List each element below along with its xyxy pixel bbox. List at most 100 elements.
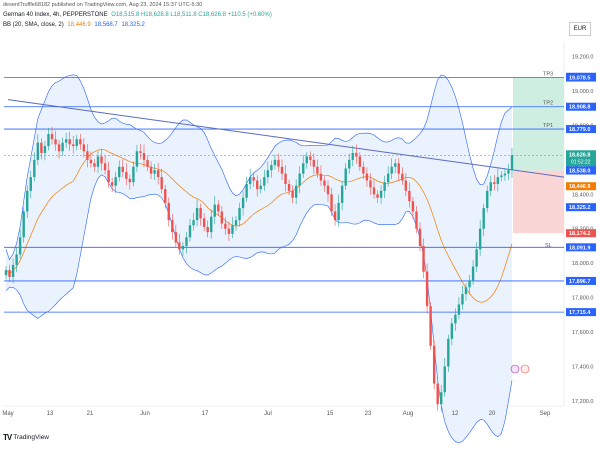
price-tag-label: 18,174.2	[569, 231, 590, 237]
candle-body	[224, 223, 227, 229]
candle-body	[33, 159, 36, 178]
currency-button[interactable]: EUR	[569, 22, 591, 36]
candle-body	[397, 163, 400, 174]
candle-body	[68, 139, 71, 145]
candle-body	[344, 168, 347, 186]
candle-body	[440, 392, 443, 405]
candle-body	[401, 173, 404, 181]
price-tag	[566, 203, 596, 212]
price-tag	[566, 308, 596, 317]
bb-basis-value: 18,446.9	[67, 22, 91, 28]
candle-body	[110, 182, 114, 186]
candle-body	[199, 208, 202, 219]
candle-body	[174, 232, 178, 243]
last-price-tag	[566, 150, 596, 167]
candle-body	[263, 177, 266, 186]
candle-body	[57, 144, 61, 152]
candle-body	[284, 173, 287, 184]
candle-body	[89, 159, 93, 164]
price-tag	[566, 182, 596, 191]
candle-body	[192, 220, 195, 226]
tv-logo-icon: TV	[3, 433, 12, 442]
bollinger-basis-line	[5, 149, 513, 303]
candle-body	[43, 146, 47, 153]
candle-body	[82, 144, 86, 152]
x-tick-label: 13	[47, 411, 54, 417]
event-marker-icon	[520, 364, 530, 374]
candle-body	[128, 178, 132, 183]
candle-body	[408, 190, 411, 202]
candle-body	[167, 202, 170, 221]
candle-body	[93, 163, 96, 167]
stop-loss-zone	[513, 170, 564, 234]
candle-body	[294, 185, 298, 198]
bb-legend[interactable]: BB (20, SMA, close, 2) 18,446.9 18,568.7…	[3, 22, 145, 28]
price-tag	[566, 73, 596, 82]
price-tag	[566, 276, 596, 285]
candle-body	[149, 166, 153, 174]
price-tag-label: 17,715.4	[569, 310, 591, 316]
candle-body	[156, 170, 160, 178]
candle-body	[185, 237, 188, 246]
candle-body	[468, 280, 471, 288]
candle-body	[181, 245, 185, 250]
candle-body	[29, 177, 32, 191]
candle-body	[146, 159, 149, 167]
tp-label-1: TP3	[543, 72, 553, 78]
tp-label-3: TP1	[543, 123, 553, 129]
bb-lower-value: 18,325.2	[121, 22, 145, 28]
bb-upper-value: 18,568.7	[94, 22, 118, 28]
candle-body	[26, 190, 29, 212]
countdown-timer: 01:52:22	[571, 159, 591, 165]
candle-body	[132, 166, 135, 183]
candle-body	[376, 194, 379, 198]
candle-body	[266, 170, 270, 178]
candle-body	[287, 183, 291, 191]
candle-body	[50, 134, 54, 140]
x-tick-label: 23	[365, 411, 372, 417]
price-tag-label: 18,325.2	[569, 205, 590, 211]
candle-body	[383, 182, 386, 191]
candle-body	[220, 211, 224, 224]
price-tag	[566, 125, 596, 134]
candle-body	[415, 211, 418, 229]
y-tick-label: 17,200.0	[572, 399, 593, 405]
candle-body	[75, 139, 78, 147]
candle-body	[231, 225, 234, 234]
candle-body	[36, 142, 40, 160]
candle-body	[234, 220, 238, 226]
tradingview-logo[interactable]: TV TradingView	[3, 433, 49, 442]
candle-body	[298, 173, 301, 186]
sl-label: SL	[545, 243, 552, 249]
candle-body	[54, 139, 57, 145]
candle-body	[309, 156, 312, 160]
candle-body	[252, 177, 255, 181]
candle-body	[333, 211, 337, 221]
candle-body	[248, 177, 252, 184]
price-tag-label: 18,779.0	[569, 127, 590, 133]
x-tick-label: May	[2, 411, 13, 417]
candle-body	[64, 139, 68, 143]
candle-body	[503, 173, 507, 176]
candle-body	[79, 139, 82, 145]
candle-body	[210, 216, 213, 233]
last-price-value: 18,626.8	[569, 152, 590, 158]
candle-body	[305, 156, 308, 164]
candle-body	[118, 166, 121, 178]
y-tick-label: 17,800.0	[572, 296, 593, 302]
candle-body	[418, 228, 422, 246]
candle-body	[316, 166, 319, 174]
candle-body	[125, 171, 128, 179]
y-tick-label: 18,000.0	[572, 261, 593, 267]
price-tag	[566, 229, 596, 238]
y-tick-label: 17,600.0	[572, 330, 593, 336]
candle-body	[337, 202, 340, 221]
candle-body	[319, 173, 323, 181]
candle-body	[443, 366, 446, 393]
candle-body	[464, 287, 468, 295]
take-profit-zone	[513, 77, 564, 171]
x-tick-label: 20	[489, 411, 496, 417]
candle-body	[379, 190, 383, 198]
tp-label-2: TP2	[543, 101, 553, 107]
